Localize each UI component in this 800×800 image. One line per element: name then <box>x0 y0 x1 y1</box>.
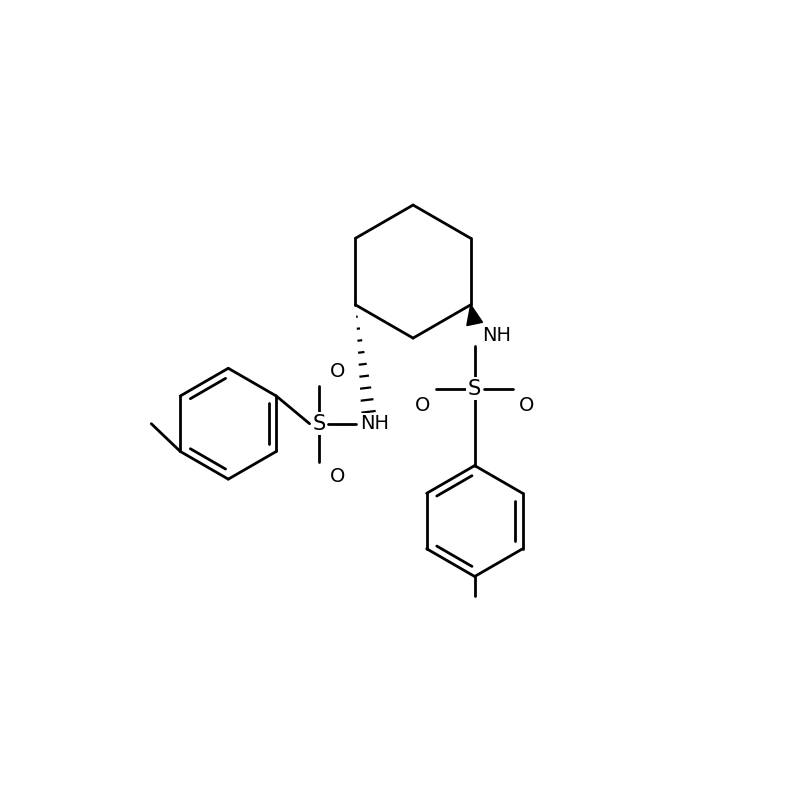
Text: S: S <box>468 378 482 398</box>
Text: NH: NH <box>482 326 510 345</box>
Text: O: O <box>414 396 430 415</box>
Text: O: O <box>330 362 345 381</box>
Text: O: O <box>330 466 345 486</box>
Text: O: O <box>519 396 534 415</box>
Text: NH: NH <box>360 414 390 434</box>
Polygon shape <box>467 305 482 326</box>
Text: S: S <box>312 414 326 434</box>
